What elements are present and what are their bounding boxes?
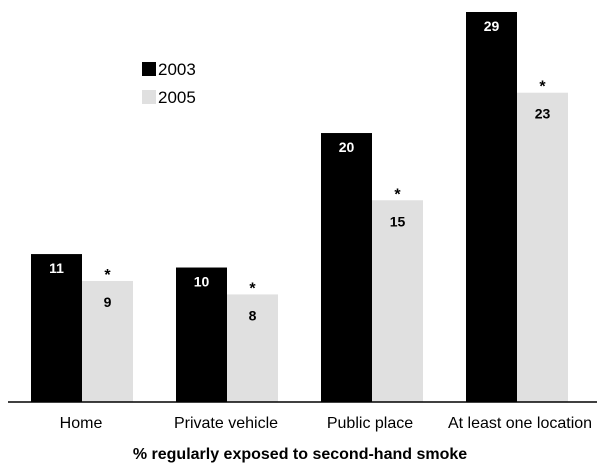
- bar-2003-0: [31, 254, 82, 402]
- data-label: 9: [104, 294, 112, 310]
- bar-2005-2: [372, 200, 423, 402]
- x-tick-label: At least one location: [448, 415, 592, 432]
- significance-marker: *: [104, 267, 111, 284]
- legend-label: 2003: [158, 60, 196, 79]
- x-tick-labels: Home Private vehicle Public place At least …: [60, 415, 592, 432]
- data-label: 15: [390, 213, 406, 229]
- data-label: 23: [535, 106, 551, 122]
- significance-marker: *: [249, 280, 256, 297]
- bars-group: [31, 12, 568, 403]
- bar-2003-3: [466, 12, 517, 402]
- legend-swatch-2005: [142, 90, 156, 104]
- legend-label: 2005: [158, 88, 196, 107]
- significance-marker: *: [539, 79, 546, 96]
- data-label: 11: [49, 260, 64, 276]
- x-axis-label: % regularly exposed to second-hand smoke: [133, 446, 467, 463]
- significance-marker: *: [394, 186, 401, 203]
- data-labels-group: 11 9 * 10 8 * 20 15 * 29 23 *: [49, 18, 550, 323]
- x-tick-label: Private vehicle: [174, 415, 278, 432]
- data-label: 29: [484, 18, 500, 34]
- bar-2003-2: [321, 133, 372, 402]
- legend: 2003 2005: [142, 60, 196, 107]
- bar-2005-0: [82, 280, 133, 402]
- bar-2003-1: [176, 267, 227, 402]
- data-label: 10: [194, 274, 210, 290]
- data-label: 20: [339, 139, 355, 155]
- x-tick-label: Public place: [327, 415, 413, 432]
- x-tick-label: Home: [60, 415, 103, 432]
- bar-2005-1: [227, 294, 278, 402]
- bar-2005-3: [517, 92, 568, 403]
- legend-swatch-2003: [142, 62, 156, 76]
- data-label: 8: [249, 307, 257, 323]
